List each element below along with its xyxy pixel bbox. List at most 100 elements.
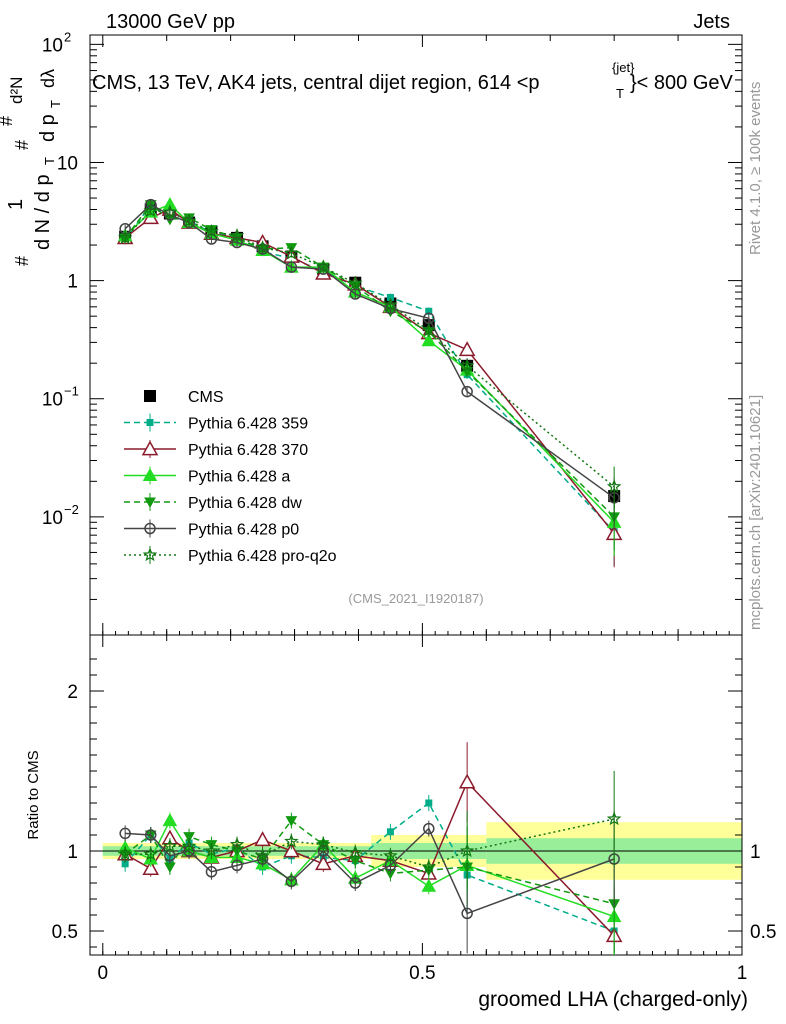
legend-label-pa: Pythia 6.428 a [188,469,290,486]
legend-item-p370: Pythia 6.428 370 [124,440,308,459]
ratio-series-pq2o [117,771,622,891]
legend-label-pdw: Pythia 6.428 dw [188,495,302,512]
legend-marker-pp0 [144,522,156,535]
ratio-point-pq2o [143,846,158,861]
ratio-point-pdw [183,832,195,843]
watermark: (CMS_2021_I1920187) [348,591,483,606]
legend-item-pa: Pythia 6.428 a [124,466,290,486]
ratio-point-pdw [164,862,176,874]
plot-title-a: CMS, 13 TeV, AK4 jets, central dijet reg… [92,72,540,94]
ratio-point-pq2o [459,843,475,858]
legend-marker-pa [142,467,158,482]
ratio-point-pp0 [285,875,298,888]
plot-title: CMS, 13 TeV, AK4 jets, central dijet reg… [92,60,734,101]
legend-label-p359: Pythia 6.428 359 [188,416,308,433]
main-point-pq2o [284,245,299,260]
main-point-pp0 [119,222,131,235]
y-tick-label-exp: −2 [64,502,79,517]
y-tick-label: 10 [42,508,63,529]
plot-title-b: }< 800 GeV [630,72,734,94]
ratio-line-pdw [124,819,615,905]
ylabel-hash3: # [0,116,16,126]
legend-label-p370: Pythia 6.428 370 [188,442,308,459]
y-tick-label: 10 [42,35,63,56]
ratio-point-pq2o [117,846,133,861]
main-point-pp0 [285,261,298,273]
ratio-point-pq2o [421,859,437,874]
ratio-frame [89,634,743,956]
y-axis-label-main: # 1 d N / d p T # # d²N d p T dλ [0,69,63,266]
main-point-pq2o [229,228,245,242]
main-point-pq2o [181,213,197,228]
legend-label-pp0: Pythia 6.428 p0 [188,522,299,539]
plot-title-sub: T [616,86,624,101]
main-series-p370 [116,200,623,568]
ratio-point-p370 [458,773,476,789]
main-point-p359 [425,307,433,315]
ylabel-dn: d N / d p [32,174,54,250]
main-series-cms [119,203,621,508]
ratio-point-pq2o [316,836,331,851]
y-tick-label-ratio: 1 [67,842,78,863]
y-tick-label-ratio: 0.5 [52,922,78,943]
ratio-series [116,742,623,955]
plot-title-sup: {jet} [612,60,635,75]
ylabel-d2n: d²N [7,77,26,104]
ratio-point-p370 [315,855,332,871]
main-frame [89,34,743,636]
y-tick-label-ratio-right: 0.5 [750,922,776,943]
y-tick-label-exp: −1 [64,384,79,399]
legend-item-pdw: Pythia 6.428 dw [124,493,302,512]
ratio-point-pp0 [144,829,157,841]
y-tick-label: 10 [42,390,63,411]
legend-item-cms: CMS [144,389,224,406]
x-tick-label: 1 [737,963,748,984]
ylabel-hash2: # [12,140,32,150]
ratio-point-pq2o [229,836,245,851]
side-mcplots: mcplots.cern.ch [arXiv:2401.10621] [747,395,764,630]
main-point-pq2o [606,479,622,493]
ratio-point-pq2o [348,844,363,859]
main-series [116,197,623,568]
main-point-pq2o [117,230,133,245]
ratio-point-pp0 [205,866,218,878]
ratio-point-pp0 [461,907,473,920]
ratio-point-pa [162,813,178,827]
main-point-pa [421,333,437,347]
ratio-point-pq2o [204,843,219,858]
main-point-pq2o [255,240,270,254]
x-tick-label: 0.5 [409,963,435,984]
ratio-point-pq2o [383,848,398,862]
header-right: Jets [693,11,730,33]
ratio-point-pq2o [255,848,270,862]
main-point-pp0 [461,385,473,398]
ratio-point-p359 [425,799,433,807]
ratio-point-p370 [254,831,271,847]
main-point-p370 [458,341,476,357]
ratio-point-pq2o [606,811,622,826]
main-point-pq2o [204,223,219,238]
main-series-pq2o [117,203,622,521]
ratio-point-pq2o [162,838,178,853]
main-point-pq2o [459,358,475,373]
main-point-p359 [386,293,394,301]
ratio-point-pa [421,878,437,892]
main-point-pq2o [143,203,158,217]
legend-marker-cms [144,390,156,402]
main-point-pq2o [162,204,178,219]
y-tick-label-ratio: 2 [67,682,78,703]
main-line-pq2o [124,210,615,488]
ratio-point-p359 [386,828,394,836]
legend-item-p359: Pythia 6.428 359 [124,413,308,433]
x-axis-label: groomed LHA (charged-only) [478,988,748,1011]
ylabel-one: 1 [5,199,27,210]
side-rivet: Rivet 4.1.0, ≥ 100k events [747,82,764,255]
ratio-point-pp0 [231,859,243,872]
legend-marker-pdw [144,497,156,509]
y-tick-label: 1 [67,272,78,293]
main-point-pq2o [348,275,363,290]
legend-marker-pq2o [142,547,158,562]
legend: CMS Pythia 6.428 359 Pythia 6.428 370 Pythi… [124,389,337,565]
ylabel-dpt: d p [37,114,59,142]
